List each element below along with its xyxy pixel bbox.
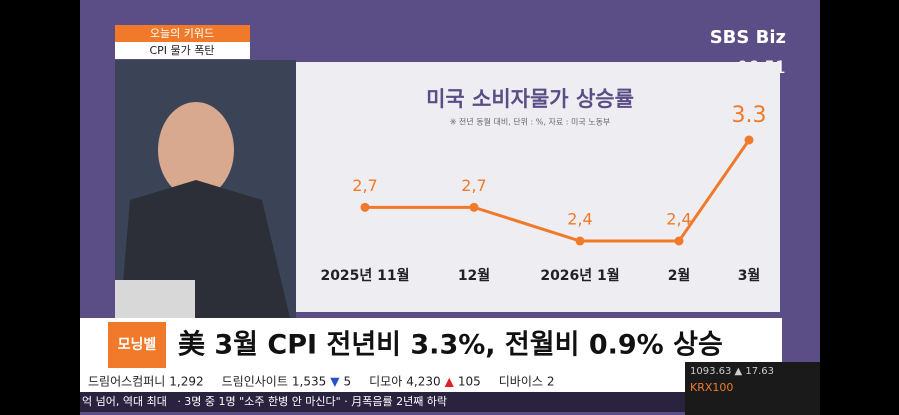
keyword-topic-box: [115, 42, 250, 59]
laptop: [115, 280, 195, 318]
ticker-arrow: ▲: [445, 375, 455, 389]
headline-badge: 모닝벨: [118, 337, 157, 353]
index-box: [685, 362, 820, 415]
news-line: 억 넘어, 역대 최대 · 3명 중 1명 "소주 한병 안 마신다" · 月폭…: [82, 394, 447, 408]
presenter-face: [158, 102, 234, 198]
headline-bar: [80, 318, 782, 372]
point: [469, 202, 479, 212]
keyword-label: 오늘의 키워드: [150, 27, 214, 40]
x-tick-label: 12월: [458, 267, 490, 284]
ticker-price: 4,230: [406, 375, 440, 389]
ticker-price: 1,535: [292, 375, 326, 389]
x-tick-label: 2월: [668, 267, 691, 284]
ticker-change: 5: [343, 375, 351, 389]
chart-title: 미국 소비자물가 상승률: [426, 87, 634, 111]
keyword-topic: CPI 물가 폭탄: [149, 44, 214, 57]
ticker-name: 디모아: [369, 375, 402, 389]
ticker-price: 2: [547, 375, 555, 389]
point: [575, 236, 585, 246]
chart-subtitle: ※ 전년 동월 대비, 단위 : %, 자료 : 미국 노동부: [450, 117, 611, 127]
point: [360, 202, 370, 212]
value-label: 2,7: [352, 176, 377, 195]
index-name: KRX100: [690, 381, 733, 394]
logo: SBS Biz: [710, 27, 786, 48]
headline: 美 3월 CPI 전년비 3.3%, 전월비 0.9% 상승: [178, 329, 723, 361]
keyword-label-box: [115, 25, 250, 42]
point: [744, 135, 754, 145]
point: [674, 236, 684, 246]
ticker-name: 드림인사이트: [222, 375, 288, 389]
chart-panel: [296, 62, 780, 312]
ticker-change: 105: [458, 375, 481, 389]
headline-badge-box: [108, 322, 166, 368]
x-tick-label: 2025년 11월: [320, 267, 409, 284]
ticker-price: 1,292: [169, 375, 203, 389]
x-tick-label: 2026년 1월: [540, 267, 619, 284]
ticker-arrow: ▼: [330, 375, 340, 389]
value-label: 2,4: [567, 210, 592, 229]
news-bar: [80, 392, 685, 412]
index-top: 1093.63 ▲ 17.63: [690, 366, 774, 377]
value-label: 2,7: [461, 176, 486, 195]
ticker-name: 드림어스컴퍼니: [88, 375, 165, 389]
value-label: 2,4: [666, 210, 691, 229]
x-tick-label: 3월: [738, 267, 761, 284]
ticker-bar: [80, 372, 685, 392]
ticker-name: 디바이스: [499, 375, 543, 389]
value-label: 3.3: [732, 103, 767, 128]
